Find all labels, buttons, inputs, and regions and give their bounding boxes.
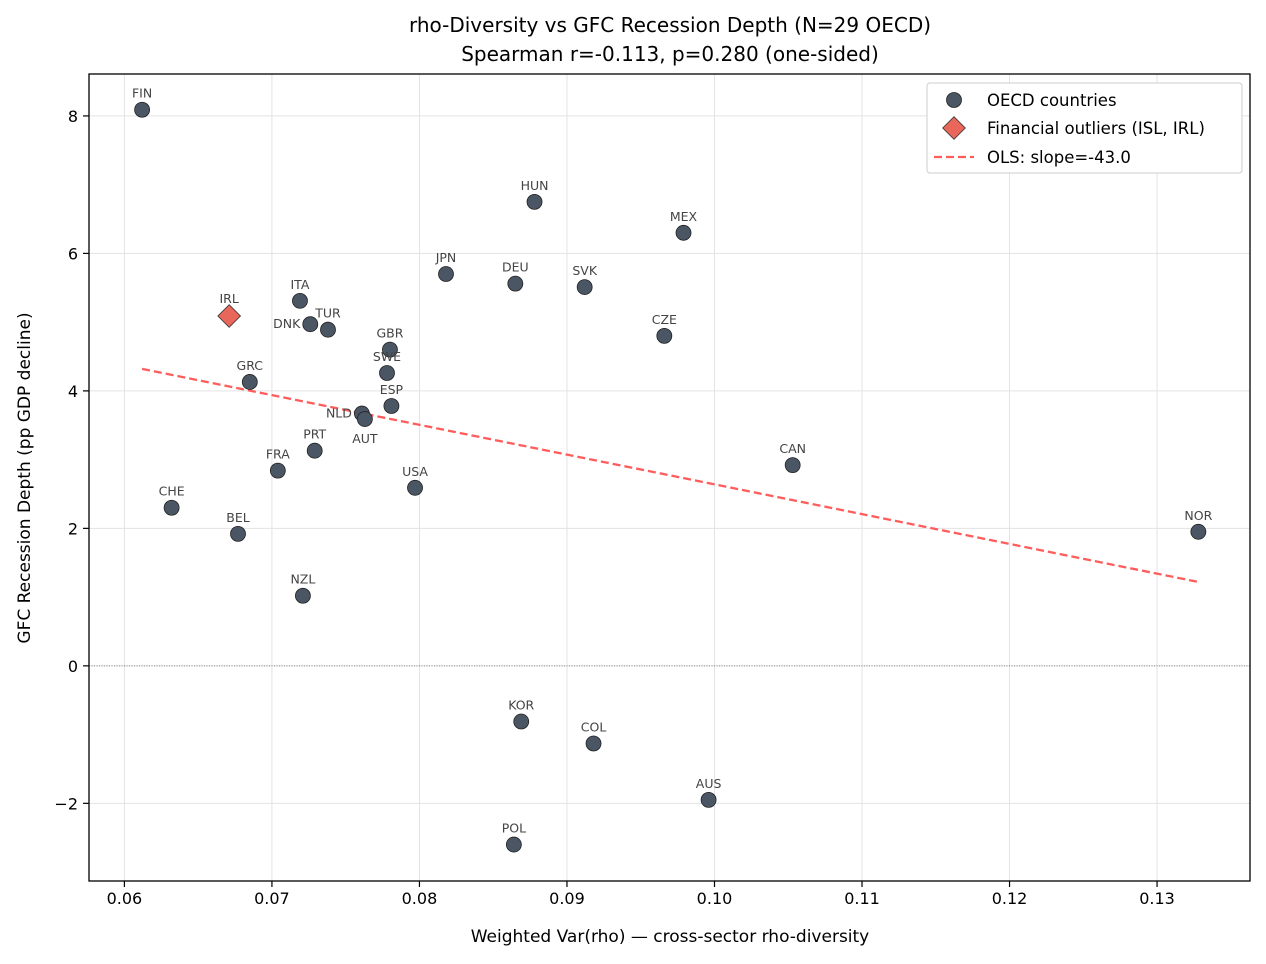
data-point-esp: [383, 398, 400, 414]
y-tick-label: 2: [68, 519, 78, 538]
data-point-deu: [507, 275, 524, 292]
legend-marker-circle: [946, 92, 962, 108]
point-label: ITA: [291, 277, 310, 292]
plot-frame: [88, 73, 1251, 882]
point-label: POL: [502, 821, 526, 836]
point-label: AUT: [352, 431, 378, 446]
x-tick-label: 0.06: [107, 889, 143, 908]
x-tick-label: 0.10: [697, 889, 733, 908]
data-point-che: [163, 499, 180, 516]
ticks: 0.06 0.07 0.08 0.09 0.10 0.11 0.12 0.13 −2 0 2 4 6 8: [54, 107, 1174, 908]
point-label: MEX: [670, 209, 698, 224]
outlier-point-irl: [217, 304, 242, 328]
x-tick-label: 0.07: [254, 889, 290, 908]
data-point-ita: [292, 292, 308, 309]
point-label: DNK: [273, 316, 301, 331]
chart-title: rho-Diversity vs GFC Recession Depth (N=…: [409, 13, 931, 37]
x-tick-label: 0.11: [844, 889, 880, 908]
point-label: KOR: [508, 698, 534, 713]
x-tick-label: 0.13: [1139, 889, 1175, 908]
point-label: FRA: [266, 447, 290, 462]
y-axis-label: GFC Recession Depth (pp GDP decline): [15, 312, 35, 643]
data-point-can: [784, 457, 801, 474]
point-label: HUN: [521, 178, 549, 193]
point-label: SVK: [572, 263, 597, 278]
point-label: COL: [581, 720, 607, 735]
y-tick-label: 4: [68, 382, 78, 401]
point-label: GBR: [376, 326, 403, 341]
point-label: GRC: [237, 358, 264, 373]
data-point-fra: [269, 462, 286, 479]
data-point-col: [585, 735, 602, 752]
point-label: TUR: [314, 306, 341, 321]
y-tick-label: −2: [54, 794, 78, 813]
data-point-tur: [320, 321, 336, 338]
legend-label-oecd: OECD countries: [987, 91, 1117, 110]
y-tick-label: 6: [68, 244, 78, 263]
data-point-nor: [1190, 523, 1207, 540]
legend: OECD countries Financial outliers (ISL, …: [926, 82, 1243, 174]
point-label: CZE: [652, 312, 677, 327]
chart-subtitle: Spearman r=-0.113, p=0.280 (one-sided): [461, 42, 879, 66]
data-point-swe: [379, 365, 395, 381]
data-point-grc: [241, 374, 258, 390]
data-point-gbr: [382, 341, 398, 358]
point-label: NZL: [290, 572, 315, 587]
data-point-prt: [306, 442, 323, 459]
x-tick-label: 0.12: [992, 889, 1028, 908]
data-point-hun: [526, 193, 543, 210]
point-label: DEU: [502, 260, 529, 275]
data-point-jpn: [438, 266, 454, 282]
point-label: NLD: [326, 406, 352, 421]
x-axis-label: Weighted Var(rho) — cross-sector rho-div…: [471, 927, 870, 947]
data-point-usa: [407, 479, 423, 496]
data-point-dnk: [302, 316, 319, 333]
data-point-aut: [356, 411, 373, 427]
data-point-nzl: [295, 587, 311, 604]
data-point-svk: [576, 279, 593, 295]
data-point-fin: [134, 101, 151, 118]
point-label: FIN: [132, 86, 152, 101]
point-label: NOR: [1184, 508, 1212, 523]
point-label: AUS: [696, 776, 722, 791]
point-label: BEL: [226, 510, 249, 525]
legend-marker-diamond: [942, 116, 966, 140]
point-label: ESP: [380, 382, 404, 397]
data-point-bel: [230, 525, 246, 542]
data-point-kor: [513, 713, 530, 730]
point-label: IRL: [219, 291, 238, 306]
legend-label-ols: OLS: slope=-43.0: [987, 148, 1131, 167]
data-point-cze: [656, 327, 673, 344]
x-tick-label: 0.08: [402, 889, 438, 908]
point-label: CHE: [159, 484, 185, 499]
point-label: PRT: [303, 427, 326, 442]
point-label: JPN: [435, 250, 457, 265]
data-point-pol: [505, 836, 522, 853]
data-point-mex: [675, 224, 692, 241]
grid: [89, 74, 1250, 881]
point-label: USA: [402, 464, 428, 479]
point-label: SWE: [373, 349, 401, 364]
y-tick-label: 8: [68, 107, 78, 126]
point-label: CAN: [779, 441, 806, 456]
legend-label-outliers: Financial outliers (ISL, IRL): [987, 119, 1205, 138]
x-tick-label: 0.09: [549, 889, 585, 908]
data-point-aus: [700, 791, 717, 808]
ols-line: [141, 367, 1199, 584]
y-tick-label: 0: [68, 657, 78, 676]
legend-box: [926, 82, 1243, 174]
